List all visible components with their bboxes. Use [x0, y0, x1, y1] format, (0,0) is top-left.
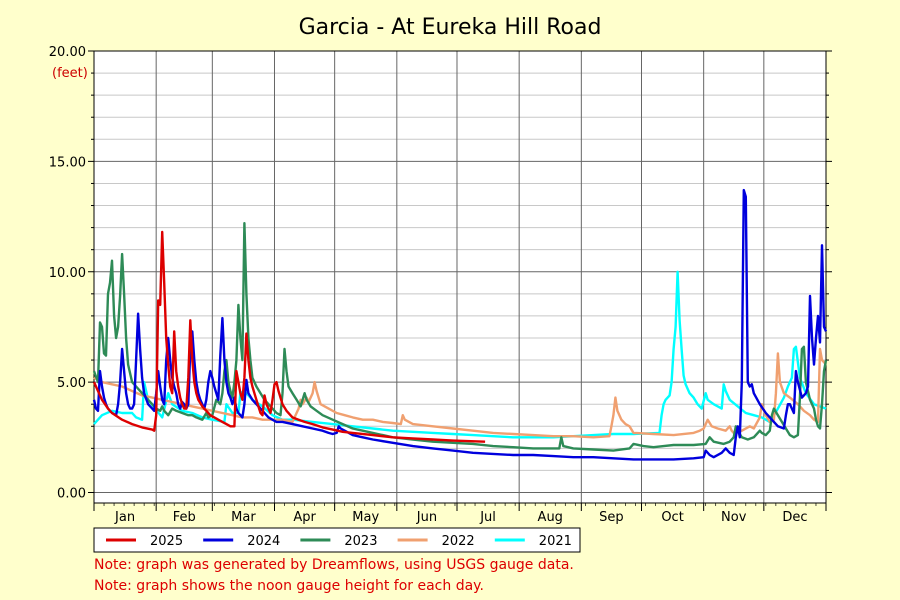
- x-tick-label: Nov: [721, 510, 747, 525]
- plot-border: [93, 50, 827, 504]
- x-tick-label: Sep: [599, 510, 624, 525]
- x-tick-label: Oct: [661, 510, 683, 525]
- series-lines: [92, 188, 828, 461]
- legend-label-2024: 2024: [247, 534, 280, 549]
- axes: 0.00 5.00 10.00 15.00 20.00 Jan Feb Mar Apr May Ju…: [49, 45, 832, 525]
- legend-label-2022: 2022: [442, 534, 475, 549]
- legend-label-2023: 2023: [344, 534, 377, 549]
- note-source: Note: graph was generated by Dreamflows,…: [94, 557, 574, 573]
- x-tick-label: Jun: [416, 510, 437, 525]
- x-tick-label: Aug: [538, 510, 563, 525]
- x-tick-label: Feb: [173, 510, 196, 525]
- x-tick-label: Dec: [782, 510, 807, 525]
- y-tick-label: 15.00: [49, 155, 86, 170]
- y-tick-label: 20.00: [49, 45, 86, 60]
- y-tick-label: 5.00: [57, 376, 86, 391]
- legend: 2025 2024 2023 2022 2021: [93, 527, 581, 553]
- series-line-2023: [92, 221, 828, 452]
- grid: [94, 50, 826, 503]
- y-tick-label: 10.00: [49, 266, 86, 281]
- legend-label-2021: 2021: [539, 534, 572, 549]
- x-tick-label: Mar: [231, 510, 256, 525]
- y-axis-unit-label: (feet): [52, 66, 88, 81]
- x-tick-label: Jan: [114, 510, 135, 525]
- x-tick-label: Apr: [293, 510, 316, 525]
- y-tick-label: 0.00: [57, 487, 86, 502]
- legend-label-2025: 2025: [150, 534, 183, 549]
- series-line-2025: [92, 230, 486, 443]
- x-tick-label: Jul: [479, 510, 496, 525]
- x-tick-label: May: [352, 510, 379, 525]
- chart-title: Garcia - At Eureka Hill Road: [299, 15, 602, 40]
- note-method: Note: graph shows the noon gauge height …: [94, 578, 484, 594]
